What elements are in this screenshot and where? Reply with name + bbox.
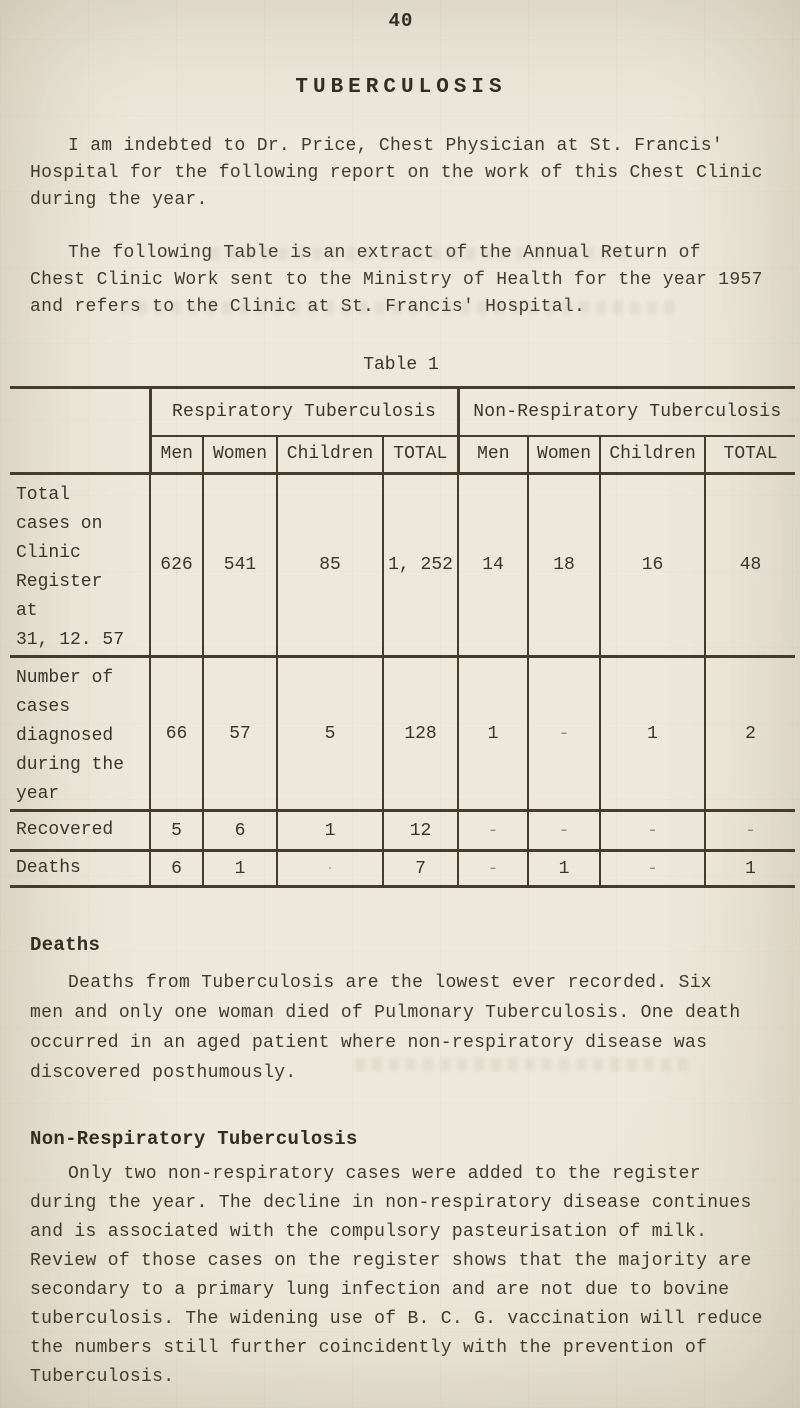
cell: 6 <box>202 810 277 851</box>
cell: 626 <box>149 473 203 657</box>
cell: 57 <box>202 656 277 811</box>
table-row-diagnosed: Number of cases diagnosed during the yea… <box>10 656 796 811</box>
intro-paragraph-1: I am indebted to Dr. Price, Chest Physic… <box>30 136 763 210</box>
col-header-total: TOTAL <box>704 435 796 475</box>
cell: - <box>457 810 529 851</box>
group-header-row: Respiratory Tuberculosis Non-Respiratory… <box>10 387 796 475</box>
cell: 12 <box>381 810 459 851</box>
col-header-women: Women <box>527 435 601 475</box>
tuberculosis-table: Respiratory Tuberculosis Non-Respiratory… <box>10 386 796 888</box>
non-respiratory-paragraph: Only two non-respiratory cases were adde… <box>30 1164 763 1387</box>
cell: 2 <box>704 656 796 811</box>
col-header-women: Women <box>202 435 277 475</box>
deaths-paragraph: Deaths from Tuberculosis are the lowest … <box>30 973 741 1083</box>
cell: 5 <box>276 656 383 811</box>
cell: 66 <box>149 656 203 811</box>
cell: 1 <box>599 656 706 811</box>
cell: 1 <box>457 656 529 811</box>
col-header-men: Men <box>456 435 529 475</box>
cell: · <box>276 850 383 887</box>
page-title: TUBERCULOSIS <box>295 76 507 99</box>
corner-cell <box>10 387 152 475</box>
cell: 14 <box>457 473 529 657</box>
cell: 1 <box>276 810 383 851</box>
col-header-men: Men <box>149 435 203 475</box>
col-header-children: Children <box>276 435 383 475</box>
intro-paragraph-2: The following Table is an extract of the… <box>30 243 763 317</box>
cell: 1 <box>527 850 601 887</box>
cell: 128 <box>381 656 459 811</box>
group-header-respiratory: Respiratory Tuberculosis <box>150 387 459 437</box>
row-label: Deaths <box>16 858 81 878</box>
cell: 1 <box>704 850 796 887</box>
table-row-register: Total cases on Clinic Register at 31, 12… <box>10 473 796 657</box>
cell: - <box>599 850 706 887</box>
table-row-recovered: Recovered 5 6 1 12 - - - - <box>10 810 796 851</box>
cell: 1 <box>202 850 277 887</box>
cell: 7 <box>381 850 459 887</box>
cell: 541 <box>202 473 277 657</box>
group-header-non-respiratory: Non-Respiratory Tuberculosis <box>456 387 796 437</box>
cell: 85 <box>276 473 383 657</box>
cell: - <box>527 810 601 851</box>
column-header-row: Men Women Children TOTAL Men Women Child… <box>10 435 796 475</box>
cell: 16 <box>599 473 706 657</box>
cell: 1, 252 <box>381 473 459 657</box>
table-row-deaths: Deaths 6 1 · 7 - 1 - 1 <box>10 850 796 887</box>
col-header-children: Children <box>599 435 706 475</box>
cell: 5 <box>149 810 203 851</box>
row-label: Total cases on Clinic Register at 31, 12… <box>16 485 125 650</box>
section-heading-deaths: Deaths <box>30 934 101 956</box>
cell: 6 <box>149 850 203 887</box>
cell: - <box>527 656 601 811</box>
col-header-total: TOTAL <box>381 435 459 475</box>
cell: - <box>457 850 529 887</box>
row-label: Recovered <box>16 820 114 840</box>
row-label: Number of cases diagnosed during the yea… <box>16 668 125 804</box>
table-caption: Table 1 <box>363 355 439 375</box>
cell: - <box>704 810 796 851</box>
cell: - <box>599 810 706 851</box>
page-number: 40 <box>388 10 414 32</box>
cell: 18 <box>527 473 601 657</box>
section-heading-non-respiratory: Non-Respiratory Tuberculosis <box>30 1128 358 1150</box>
cell: 48 <box>704 473 796 657</box>
